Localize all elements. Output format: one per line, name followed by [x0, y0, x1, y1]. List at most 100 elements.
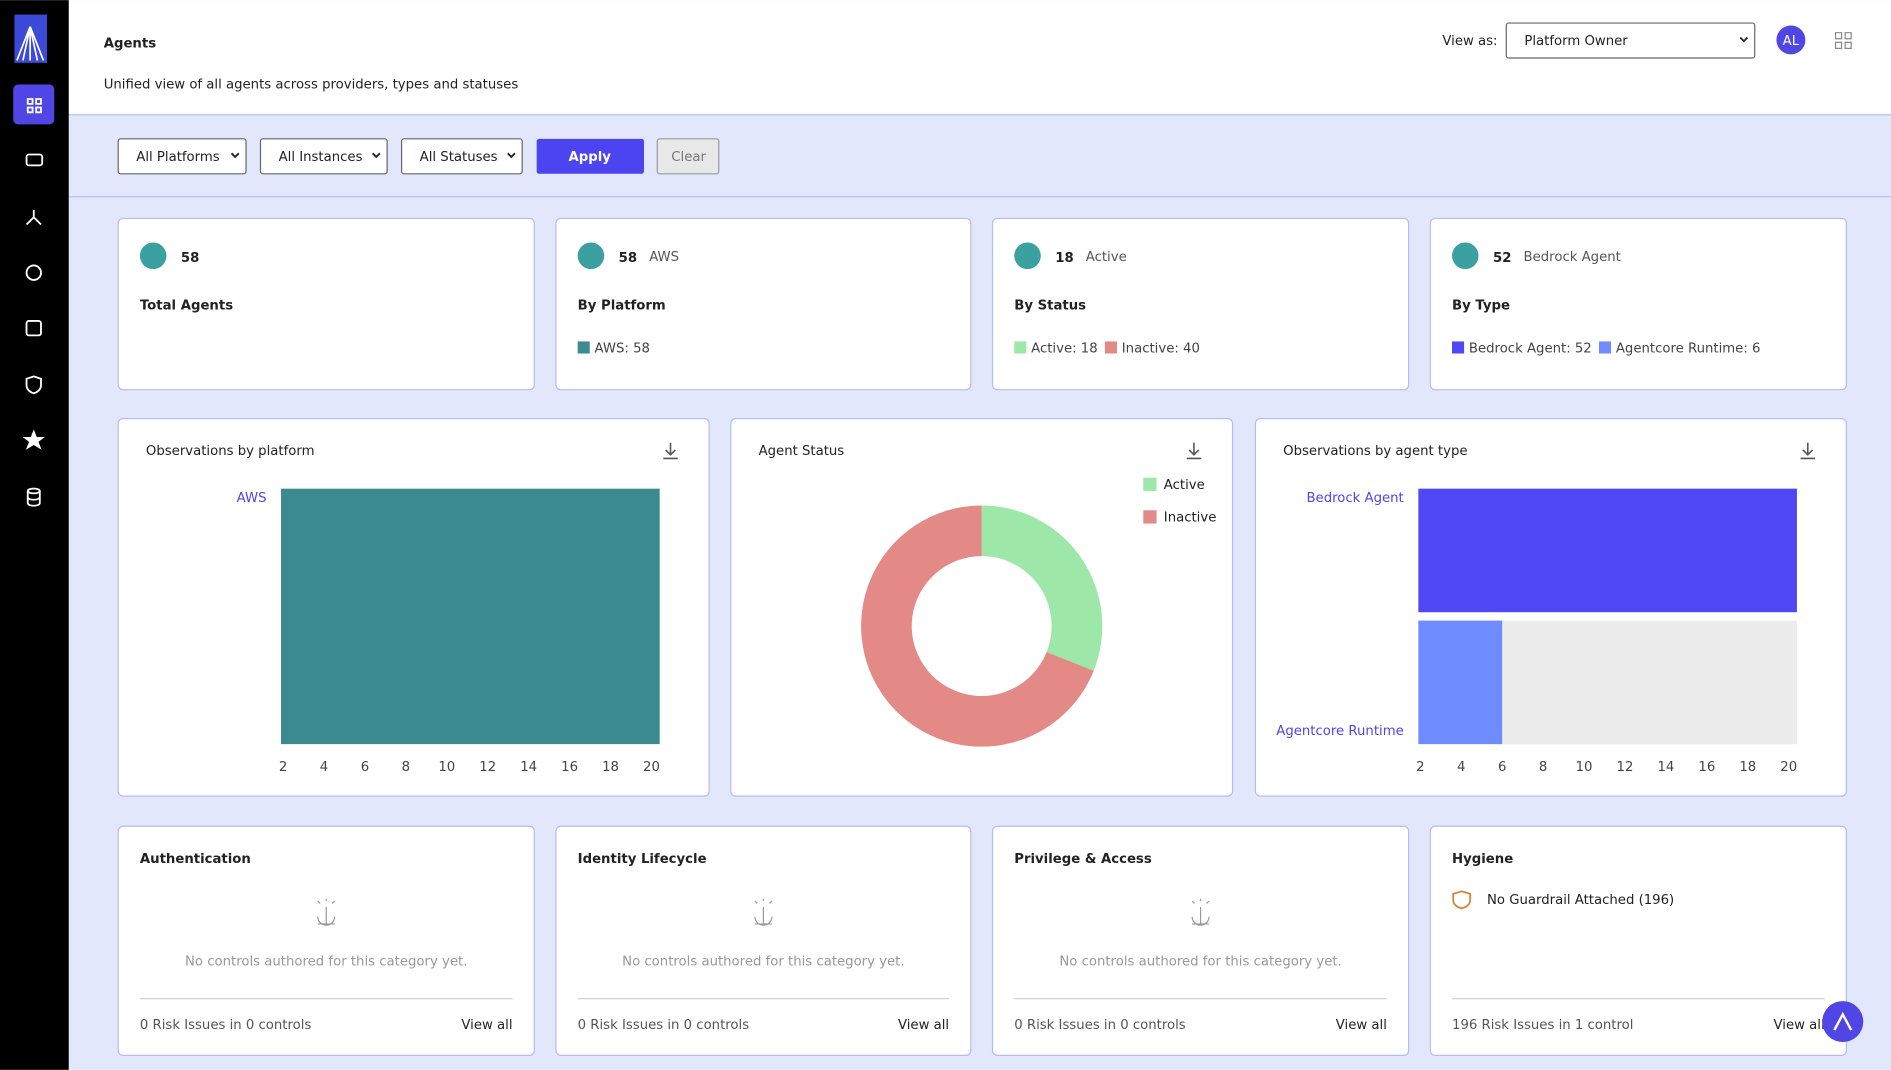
avatar-initials: AL [1783, 34, 1800, 49]
card-icon [1452, 242, 1479, 270]
x-tick-label: 16 [1698, 760, 1715, 775]
pie-slice [861, 505, 1094, 747]
legend-text: AWS: 58 [595, 342, 650, 357]
filter-value: All Platforms [136, 150, 220, 165]
page-subtitle: Unified view of all agents across provid… [104, 78, 519, 93]
apply-label: Apply [569, 150, 612, 165]
card-value: 58 [619, 251, 637, 266]
x-tick-label: 12 [1617, 760, 1634, 775]
x-tick-label: 8 [402, 760, 410, 775]
nav-star[interactable] [22, 429, 45, 450]
legend-text: Active: 18 [1031, 342, 1098, 357]
control-title: Privilege & Access [1014, 852, 1152, 867]
legend-text: Bedrock Agent: 52 [1469, 342, 1592, 357]
floating-icon [1833, 1011, 1853, 1031]
x-tick-label: 2 [1416, 760, 1424, 775]
view-all-link[interactable]: View all [898, 1018, 949, 1033]
card [730, 418, 1234, 797]
card [1429, 217, 1847, 391]
clear-label: Clear [671, 150, 706, 165]
card [117, 217, 535, 391]
card-value: 58 [181, 251, 199, 266]
view-all-link[interactable]: View all [461, 1018, 512, 1033]
apps-icon[interactable] [1834, 32, 1852, 49]
bar [1418, 488, 1797, 613]
empty-text: No controls authored for this category y… [622, 954, 904, 969]
x-tick-label: 14 [520, 760, 537, 775]
control-title: Authentication [140, 852, 251, 867]
legend-text: Inactive [1164, 511, 1217, 526]
card-label: By Status [1014, 298, 1086, 313]
view-all-link[interactable]: View all [1336, 1018, 1387, 1033]
x-tick-label: 6 [361, 760, 369, 775]
filter-select[interactable] [259, 138, 388, 175]
legend-swatch [1143, 510, 1157, 524]
clear-button[interactable] [656, 138, 720, 175]
filter-select[interactable] [117, 138, 247, 175]
select-arrow [507, 152, 516, 159]
card-value-label: Active [1086, 250, 1127, 265]
nav-icons [22, 98, 45, 507]
x-tick-label: 10 [1576, 760, 1593, 775]
x-tick-label: 10 [438, 760, 455, 775]
card-value: 52 [1493, 251, 1511, 266]
nav-calendar[interactable] [25, 320, 42, 337]
download-icon[interactable] [663, 442, 678, 460]
x-tick-label: 20 [1780, 760, 1797, 775]
legend-swatch [1143, 477, 1157, 491]
card [555, 217, 972, 391]
nav-dashboard[interactable] [13, 84, 55, 125]
legend-swatch [1452, 341, 1465, 354]
card-value: 18 [1055, 251, 1073, 266]
nav-hierarchy[interactable] [25, 209, 42, 226]
control-footer: 0 Risk Issues in 0 controls [140, 1018, 312, 1033]
x-tick-label: 18 [602, 760, 619, 775]
empty-icon [317, 898, 336, 926]
apply-button[interactable] [536, 138, 645, 174]
card-icon [139, 242, 167, 270]
empty-icon [754, 898, 773, 926]
x-tick-label: 20 [643, 760, 660, 775]
chart-title: Observations by platform [146, 444, 315, 459]
sidebar [0, 0, 69, 1070]
control-title: Identity Lifecycle [578, 852, 707, 867]
logo [14, 14, 48, 63]
x-tick-label: 18 [1739, 760, 1756, 775]
legend-text: Active [1164, 478, 1205, 493]
control-footer: 0 Risk Issues in 0 controls [1014, 1018, 1186, 1033]
view-as-label: View as: [1442, 34, 1497, 49]
control-footer: 0 Risk Issues in 0 controls [578, 1018, 750, 1033]
nav-shield[interactable] [25, 375, 42, 395]
card-label: By Platform [578, 298, 666, 313]
card-label: By Type [1452, 298, 1510, 313]
control-footer: 196 Risk Issues in 1 control [1452, 1018, 1633, 1033]
x-tick-label: 4 [320, 760, 328, 775]
avatar[interactable] [1776, 25, 1806, 55]
download-icon[interactable] [1186, 442, 1202, 460]
control-item: No Guardrail Attached (196) [1487, 893, 1674, 908]
nav-database-body [26, 490, 41, 507]
category-label: Agentcore Runtime [1276, 724, 1403, 739]
filter-select[interactable] [400, 138, 523, 175]
x-tick-label: 4 [1457, 760, 1465, 775]
x-tick-label: 14 [1657, 760, 1674, 775]
nav-compass[interactable] [25, 264, 42, 281]
category-label: AWS [237, 491, 267, 506]
download-icon[interactable] [1800, 442, 1816, 460]
card-icon [577, 242, 605, 270]
x-tick-label: 12 [479, 760, 496, 775]
floating-button[interactable] [1822, 1001, 1864, 1043]
nav-agents[interactable] [25, 153, 44, 167]
legend-text: Inactive: 40 [1122, 342, 1200, 357]
pie-slice [981, 505, 1103, 671]
card-label: Total Agents [140, 298, 233, 313]
view-as-select[interactable] [1505, 22, 1756, 59]
nav-dashboard-icon [26, 98, 42, 114]
card-value-label: AWS [649, 250, 679, 265]
view-all-link[interactable]: View all [1774, 1018, 1825, 1033]
select-arrow [1739, 36, 1749, 43]
x-tick-label: 8 [1539, 760, 1547, 775]
view-as-value: Platform Owner [1524, 34, 1628, 49]
